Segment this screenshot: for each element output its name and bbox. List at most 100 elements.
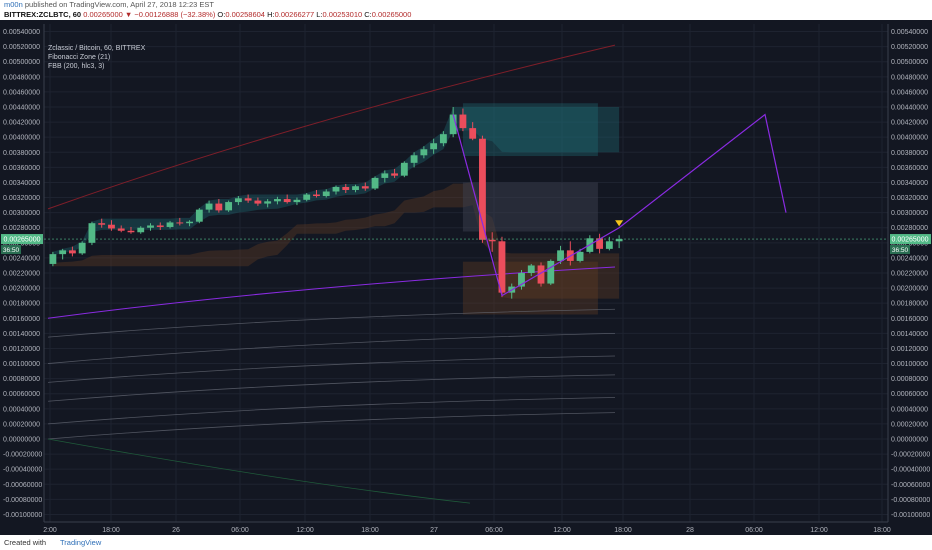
fbb-lower-band <box>47 308 616 338</box>
candle-body <box>479 138 486 240</box>
y-tick-label-left: -0.00060000 <box>3 482 42 489</box>
candle-body <box>615 239 623 242</box>
candle-body <box>234 198 242 203</box>
chart-legend: Zclassic / Bitcoin, 60, BITTREX Fibonacc… <box>48 44 145 71</box>
candle-body <box>293 199 301 203</box>
candle-body <box>225 202 233 211</box>
y-tick-label-right: 0.00000000 <box>891 437 928 444</box>
y-tick-label-right: 0.00440000 <box>891 105 928 112</box>
candle-body <box>264 201 272 204</box>
y-tick-label-right: 0.00380000 <box>891 150 928 157</box>
y-tick-label-left: 0.00540000 <box>3 29 40 36</box>
y-tick-label-right: 0.00020000 <box>891 421 928 428</box>
y-tick-label-left: 0.00480000 <box>3 74 40 81</box>
legend-indicator-fbb[interactable]: FBB (200, hlc3, 3) <box>48 63 105 70</box>
y-tick-label-left: 0.00040000 <box>3 406 40 413</box>
legend-title: Zclassic / Bitcoin, 60, BITTREX <box>48 45 146 52</box>
candle-body <box>439 134 447 144</box>
y-tick-label-right: -0.00040000 <box>891 467 930 474</box>
candle-body <box>547 260 555 284</box>
y-tick-label-left: -0.00080000 <box>3 497 42 504</box>
y-tick-label-left: 0.00180000 <box>3 301 40 308</box>
x-tick-label: 28 <box>686 527 694 534</box>
y-tick-label-right: -0.00060000 <box>891 482 930 489</box>
time-badge-left-text: 36:50 <box>3 247 20 254</box>
fbb-lower-band <box>47 355 616 383</box>
x-tick-label: 06:00 <box>231 527 249 534</box>
y-tick-label-left: -0.00020000 <box>3 452 42 459</box>
price-badge-left-text: 0.00265000 <box>4 237 41 244</box>
candle-body <box>361 186 369 189</box>
candle-body <box>195 209 203 222</box>
price-change: ▼ −0.00126888 (−32.38%) <box>124 10 216 19</box>
y-tick-label-right: 0.00540000 <box>891 29 928 36</box>
legend-indicator-fib[interactable]: Fibonacci Zone (21) <box>48 54 111 61</box>
y-tick-label-left: 0.00440000 <box>3 105 40 112</box>
y-tick-label-right: 0.00500000 <box>891 59 928 66</box>
author-link[interactable]: m00n <box>4 0 23 9</box>
time-badge-right <box>890 245 910 255</box>
y-tick-label-left: 0.00340000 <box>3 180 40 187</box>
y-tick-label-right: 0.00320000 <box>891 195 928 202</box>
open-value: 0.00258604 <box>225 10 265 19</box>
fbb-lower-band <box>47 332 616 364</box>
y-tick-label-left: 0.00120000 <box>3 346 40 353</box>
candle-body <box>313 194 320 197</box>
candle-body <box>49 254 57 264</box>
x-tick-label: 12:00 <box>553 527 571 534</box>
fbb-lower-band <box>47 374 616 402</box>
price-badge-left <box>1 234 43 245</box>
candle-body <box>176 222 184 224</box>
candle-body <box>527 265 535 273</box>
candle-body <box>254 200 262 204</box>
candle-body <box>59 250 67 255</box>
projection-zigzag <box>452 113 787 297</box>
y-tick-label-left: 0.00100000 <box>3 361 40 368</box>
candle-body <box>274 199 281 202</box>
tradingview-logo[interactable]: TradingView <box>60 538 102 547</box>
candle-body <box>108 224 115 229</box>
x-tick-label: 26 <box>172 527 180 534</box>
y-tick-label-right: 0.00460000 <box>891 89 928 96</box>
candle-body <box>449 114 457 135</box>
candle-body <box>400 162 408 176</box>
candle-body <box>430 143 438 150</box>
signal-arrow <box>615 220 624 227</box>
high-value: 0.00266277 <box>274 10 315 19</box>
last-price: 0.00265000 <box>83 10 123 19</box>
candle-body <box>332 186 340 192</box>
price-badge-right <box>890 234 931 245</box>
close-label: C: <box>364 10 372 19</box>
candlestick-chart[interactable]: 0.00540000 0.00540000 0.00520000 0.00520000… <box>0 20 932 535</box>
y-tick-label-left: 0.00520000 <box>3 44 40 51</box>
low-value: 0.00253010 <box>322 10 363 19</box>
high-label: H: <box>267 10 275 19</box>
candle-body <box>537 265 545 284</box>
created-with: Created with <box>4 538 47 547</box>
y-tick-label-left: 0.00060000 <box>3 391 40 398</box>
y-tick-label-right: 0.00100000 <box>891 361 928 368</box>
header: m00n published on TradingView.com, April… <box>0 0 932 20</box>
y-tick-label-left: 0.00420000 <box>3 120 40 127</box>
fbb-lower-band <box>47 412 616 440</box>
y-tick-label-left: 0.00400000 <box>3 135 40 142</box>
candle-body <box>605 241 613 249</box>
candle-body <box>244 198 252 201</box>
y-tick-label-right: 0.00200000 <box>891 286 928 293</box>
y-tick-label-right: 0.00040000 <box>891 406 928 413</box>
y-tick-label-right: 0.00060000 <box>891 391 928 398</box>
y-tick-label-right: 0.00120000 <box>891 346 928 353</box>
y-tick-label-left: 0.00280000 <box>3 225 40 232</box>
candle-body <box>410 155 418 163</box>
y-tick-label-left: 0.00140000 <box>3 331 40 338</box>
y-tick-label-left: 0.00000000 <box>3 437 40 444</box>
y-tick-label-right: 0.00400000 <box>891 135 928 142</box>
price-badge-right-text: 0.00265000 <box>892 237 929 244</box>
y-tick-label-left: 0.00320000 <box>3 195 40 202</box>
symbol: BITTREX:ZCLBTC, 60 <box>4 10 82 19</box>
candle-body <box>117 228 125 231</box>
y-tick-label-right: 0.00360000 <box>891 165 928 172</box>
y-tick-label-right: 0.00420000 <box>891 120 928 127</box>
chart-area[interactable]: 0.00540000 0.00540000 0.00520000 0.00520000… <box>0 20 932 535</box>
y-tick-label-left: 0.00500000 <box>3 59 40 66</box>
